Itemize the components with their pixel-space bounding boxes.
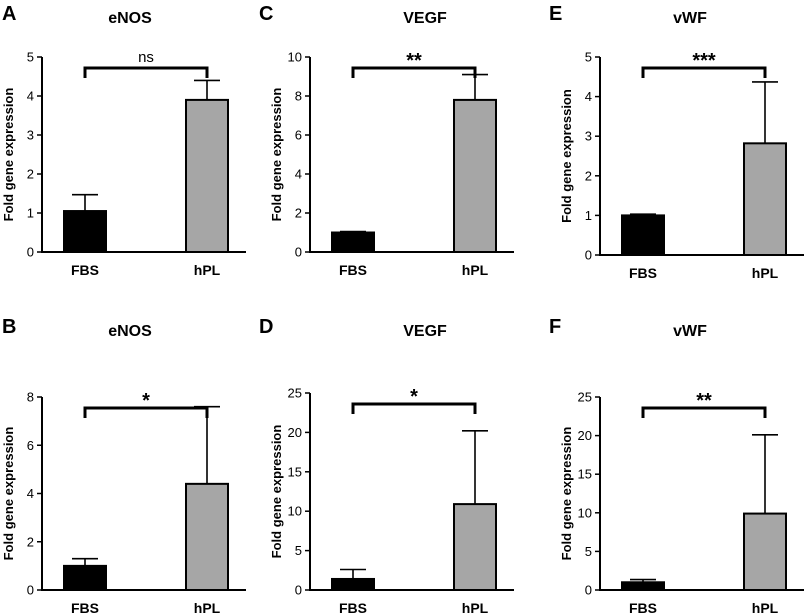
bar-hpl (185, 482, 229, 592)
bar-fbs (621, 214, 665, 256)
panel-letter: E (549, 3, 562, 25)
y-tick-label: 4 (27, 89, 34, 104)
x-tick-label: hPL (462, 262, 489, 278)
y-tick-label: 2 (27, 534, 34, 549)
y-tick-label: 6 (295, 128, 302, 143)
x-tick-label: hPL (194, 600, 221, 615)
y-axis-label: Fold gene expression (1, 427, 16, 561)
bar-fbs (63, 564, 107, 591)
bar-fbs (331, 231, 375, 253)
significance-bracket (351, 402, 477, 414)
panel-letter: A (2, 3, 16, 25)
y-tick-label: 4 (585, 89, 592, 104)
x-tick-label: FBS (339, 262, 367, 278)
y-axis-label: Fold gene expression (269, 88, 284, 222)
x-tick-label: FBS (339, 600, 367, 615)
y-tick-label: 2 (295, 206, 302, 221)
x-tick-label: hPL (194, 262, 221, 278)
y-tick-label: 2 (27, 167, 34, 182)
y-axis-label: Fold gene expression (1, 88, 16, 222)
y-tick-label: 0 (585, 248, 592, 263)
y-tick-label: 5 (295, 543, 302, 558)
x-tick-label: FBS (629, 265, 657, 281)
panel-c: C VEGF 0 2 4 6 8 10 Fold gene expression FBS hPL ** (259, 3, 514, 278)
y-tick-label: 5 (585, 544, 592, 559)
x-tick-label: hPL (462, 600, 489, 615)
chart-title: vWF (673, 323, 707, 340)
y-tick-label: 15 (578, 467, 592, 482)
x-tick-label: hPL (752, 265, 779, 281)
x-tick-label: FBS (71, 600, 99, 615)
chart-title: eNOS (108, 323, 152, 340)
bar-hpl (743, 512, 787, 592)
panel-d: D VEGF 0 5 10 15 20 25 Fold gene expression FBS hP… (259, 316, 514, 615)
y-tick-label: 2 (585, 168, 592, 183)
x-tick-label: FBS (629, 600, 657, 615)
y-tick-label: 0 (585, 583, 592, 598)
significance-label: ** (696, 390, 712, 412)
significance-label: ** (406, 50, 422, 72)
panel-letter: B (2, 316, 16, 338)
bar-hpl (453, 503, 497, 591)
y-tick-label: 10 (288, 50, 302, 65)
y-tick-label: 20 (288, 425, 302, 440)
y-tick-label: 10 (288, 504, 302, 519)
significance-bracket (351, 66, 477, 78)
y-tick-label: 10 (578, 505, 592, 520)
bar-hpl (743, 142, 787, 256)
y-tick-label: 5 (27, 50, 34, 65)
y-tick-label: 0 (27, 245, 34, 260)
x-tick-label: hPL (752, 600, 779, 615)
y-tick-label: 4 (27, 486, 34, 501)
significance-label: ns (138, 49, 154, 66)
y-tick-label: 3 (585, 129, 592, 144)
y-axis-label: Fold gene expression (559, 89, 574, 223)
y-tick-label: 15 (288, 464, 302, 479)
significance-bracket (641, 406, 767, 418)
bar-hpl (453, 98, 497, 254)
y-tick-label: 0 (27, 583, 34, 598)
panel-letter: D (259, 316, 273, 338)
y-tick-label: 25 (288, 386, 302, 401)
significance-bracket (641, 66, 767, 78)
significance-label: *** (692, 50, 716, 72)
chart-title: VEGF (403, 10, 447, 27)
y-tick-label: 5 (585, 50, 592, 65)
bar-fbs (331, 577, 375, 592)
y-tick-label: 8 (295, 89, 302, 104)
chart-title: VEGF (403, 323, 447, 340)
y-tick-label: 1 (27, 206, 34, 221)
y-tick-label: 0 (295, 245, 302, 260)
significance-bracket (83, 66, 209, 78)
y-tick-label: 20 (578, 428, 592, 443)
y-tick-label: 25 (578, 390, 592, 405)
y-tick-label: 0 (295, 583, 302, 598)
x-tick-label: FBS (71, 262, 99, 278)
panel-letter: C (259, 3, 273, 25)
y-tick-label: 4 (295, 167, 302, 182)
panel-letter: F (549, 316, 561, 338)
bar-hpl (185, 98, 229, 254)
bar-fbs (63, 210, 107, 254)
chart-title: eNOS (108, 10, 152, 27)
significance-bracket (83, 406, 209, 418)
significance-label: * (410, 386, 418, 408)
bar-fbs (621, 581, 665, 592)
y-tick-label: 1 (585, 208, 592, 223)
y-axis-label: Fold gene expression (559, 427, 574, 561)
y-axis-label: Fold gene expression (269, 425, 284, 559)
chart-title: vWF (673, 10, 707, 27)
y-tick-label: 6 (27, 438, 34, 453)
y-tick-label: 8 (27, 390, 34, 405)
y-tick-label: 3 (27, 128, 34, 143)
significance-label: * (142, 390, 150, 412)
